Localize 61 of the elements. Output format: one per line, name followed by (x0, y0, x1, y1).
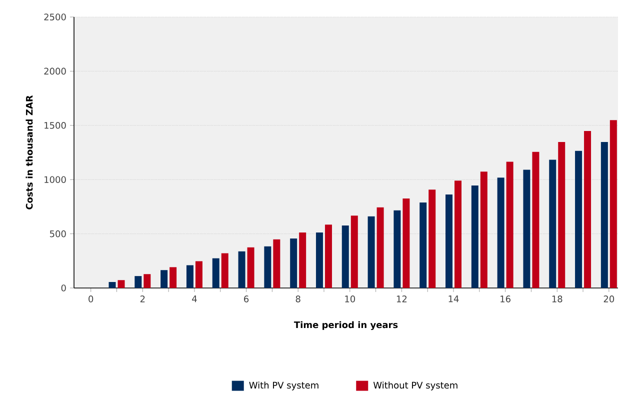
bar (221, 253, 228, 288)
x-tick-label: 18 (552, 296, 562, 302)
bar (247, 247, 254, 288)
x-tick-label: 12 (396, 296, 407, 302)
x-tick-label: 6 (244, 296, 249, 302)
bar (195, 261, 202, 288)
legend-label: Without PV system (373, 382, 458, 390)
bar (212, 258, 220, 288)
bar (290, 238, 298, 288)
bar (558, 142, 566, 288)
y-tick-label: 2000 (44, 68, 66, 75)
y-tick-label: 2500 (44, 14, 66, 20)
bar (402, 198, 410, 288)
bar (273, 239, 280, 288)
bar (342, 226, 349, 288)
bar (523, 170, 530, 288)
y-axis-title: Costs in thousand ZAR (26, 95, 33, 210)
bar (584, 131, 592, 288)
bar (170, 267, 177, 288)
y-tick-label: 500 (50, 230, 66, 238)
bar (324, 224, 332, 288)
bar (160, 270, 168, 288)
x-tick-label: 20 (604, 296, 614, 302)
y-tick-label: 0 (61, 284, 66, 292)
bar (368, 216, 375, 288)
bar (420, 202, 427, 288)
bar (118, 280, 125, 288)
bar (428, 190, 436, 288)
y-tick-label: 1500 (44, 122, 66, 129)
bar (480, 172, 488, 288)
bar (532, 152, 540, 288)
bar (186, 265, 194, 288)
bar (350, 216, 358, 288)
bar (454, 180, 462, 288)
bar (610, 120, 617, 288)
legend-label: With PV system (249, 382, 318, 390)
bar (471, 186, 478, 288)
bar (394, 210, 401, 288)
bar (144, 274, 151, 288)
x-axis-title: Time period in years (294, 321, 398, 330)
bar (108, 282, 116, 288)
bar (575, 150, 582, 288)
bar (600, 142, 608, 288)
bar (264, 246, 272, 288)
bar (549, 160, 556, 288)
bar (299, 232, 306, 288)
x-tick-label: 14 (448, 296, 459, 302)
bar (446, 194, 452, 288)
x-tick-label: 10 (345, 296, 356, 302)
bar (316, 232, 323, 288)
y-tick-label: 1000 (44, 176, 66, 183)
bar (506, 162, 514, 288)
bar (134, 276, 142, 288)
x-tick-label: 2 (140, 296, 145, 302)
x-tick-label: 0 (88, 296, 94, 302)
bar (238, 251, 246, 288)
x-tick-label: 16 (500, 296, 510, 302)
x-tick-label: 4 (192, 296, 197, 302)
bar (376, 207, 384, 288)
bar (497, 178, 504, 288)
x-tick-label: 8 (296, 296, 300, 302)
